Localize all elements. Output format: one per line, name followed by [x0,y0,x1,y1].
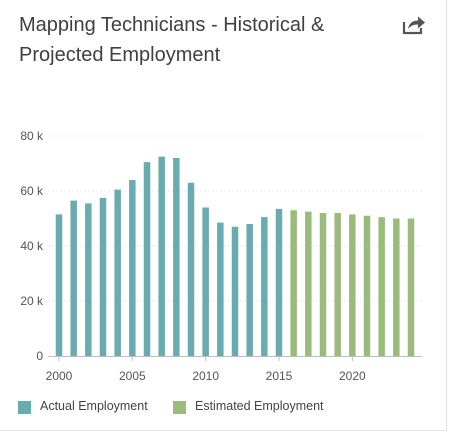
bar-estimated [334,213,341,356]
bar-actual [158,156,165,356]
y-tick-label: 60 k [20,184,44,198]
x-tick-label: 2000 [46,369,73,383]
legend-label-actual: Actual Employment [40,399,148,413]
bar-actual [143,162,151,356]
bar-actual [55,214,63,356]
bar-actual [275,208,283,356]
bar-estimated [393,218,400,356]
legend-label-estimated: Estimated Employment [195,399,324,413]
bar-estimated [290,210,297,356]
bar-actual [231,226,239,356]
bar-actual [114,189,121,356]
bar-actual [70,200,77,356]
bar-actual [85,203,92,356]
bar-actual [129,180,136,356]
bar-actual [173,158,180,356]
y-tick-label: 20 k [20,294,44,308]
y-tick-label: 80 k [20,129,44,143]
bar-actual [217,222,224,356]
y-tick-label: 0 [36,349,43,363]
bar-actual [99,197,107,356]
bar-chart: 0 20 k 40 k 60 k 80 k 2000 2005 2010 2015 2020 [20,129,422,383]
chart-title: Mapping Technicians - Historical & Proje… [19,14,325,66]
bar-estimated [407,218,415,356]
share-arrow-icon[interactable] [401,14,427,36]
bar-estimated [305,211,312,356]
x-tick-label: 2005 [119,369,146,383]
bar-actual [261,217,268,356]
bar-actual [202,207,209,356]
bar-actual [187,182,195,356]
bar-estimated [319,213,327,356]
y-tick-label: 40 k [20,239,44,253]
x-tick-label: 2015 [266,369,293,383]
bar-estimated [378,217,385,356]
bar-estimated [363,215,371,356]
bar-estimated [349,214,356,356]
legend-swatch-estimated [173,401,186,414]
legend-swatch-actual [18,401,31,414]
x-tick-label: 2020 [339,369,366,383]
bar-actual [246,224,253,356]
x-tick-label: 2010 [192,369,219,383]
